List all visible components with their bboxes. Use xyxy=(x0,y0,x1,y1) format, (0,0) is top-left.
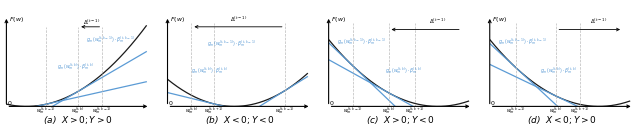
Text: $\Delta^{(t-1)}$: $\Delta^{(t-1)}$ xyxy=(591,17,607,26)
Text: (c)  $X > 0; Y < 0$: (c) $X > 0; Y < 0$ xyxy=(366,114,435,126)
Text: $\Delta^{(t-1)}$: $\Delta^{(t-1)}$ xyxy=(83,18,100,27)
Text: $w_m^{(t,k)}$: $w_m^{(t,k)}$ xyxy=(550,105,563,116)
Text: $g_m(w_m^{(t,k)})\cdot\beta_m^{(t,k)}$: $g_m(w_m^{(t,k)})\cdot\beta_m^{(t,k)}$ xyxy=(57,61,94,72)
Text: $g_m(w_m^{(t,k-1)})\cdot\beta_m^{(t,k-1)}$: $g_m(w_m^{(t,k-1)})\cdot\beta_m^{(t,k-1)… xyxy=(207,38,257,49)
Text: $w_m^{(t,k-1)}$: $w_m^{(t,k-1)}$ xyxy=(275,105,295,116)
Text: $F(w)$: $F(w)$ xyxy=(332,15,346,24)
Text: $w_m^{(t,k-1)}$: $w_m^{(t,k-1)}$ xyxy=(342,105,363,116)
Text: $g_m(w_m^{(t,k)})\cdot\beta_m^{(t,k)}$: $g_m(w_m^{(t,k)})\cdot\beta_m^{(t,k)}$ xyxy=(191,65,228,76)
Text: 0: 0 xyxy=(8,101,12,106)
Text: (b)  $X < 0; Y < 0$: (b) $X < 0; Y < 0$ xyxy=(205,114,275,126)
Text: $\Delta^{(t-1)}$: $\Delta^{(t-1)}$ xyxy=(230,15,246,24)
Text: $g_m(w_m^{(t,k-1)})\cdot\beta_m^{(t,k-1)}$: $g_m(w_m^{(t,k-1)})\cdot\beta_m^{(t,k-1)… xyxy=(498,36,547,47)
Text: (d)  $X < 0; Y > 0$: (d) $X < 0; Y > 0$ xyxy=(527,114,596,126)
Text: $\Delta^{(t-1)}$: $\Delta^{(t-1)}$ xyxy=(429,17,447,26)
Text: $w_m^{(t,k-1)}$: $w_m^{(t,k-1)}$ xyxy=(506,105,527,116)
Text: $w_m^{(t,k)}$: $w_m^{(t,k)}$ xyxy=(184,105,198,116)
Text: $F(w)$: $F(w)$ xyxy=(9,15,24,24)
Text: $w_m^{(t,k)}$: $w_m^{(t,k)}$ xyxy=(72,105,85,116)
Text: $F(w)$: $F(w)$ xyxy=(492,15,508,24)
Text: $F(w)$: $F(w)$ xyxy=(170,15,185,24)
Text: $g_m(w_m^{(t,k)})\cdot\beta_m^{(t,k)}$: $g_m(w_m^{(t,k)})\cdot\beta_m^{(t,k)}$ xyxy=(540,65,577,76)
Text: (a)  $X > 0; Y > 0$: (a) $X > 0; Y > 0$ xyxy=(44,114,113,126)
Text: 0: 0 xyxy=(491,101,495,106)
Text: $w_m^{(t,k-1)}$: $w_m^{(t,k-1)}$ xyxy=(36,105,56,116)
Text: $g_m(w_m^{(t,k-1)})\cdot\beta_m^{(t,k-1)}$: $g_m(w_m^{(t,k-1)})\cdot\beta_m^{(t,k-1)… xyxy=(86,34,135,45)
Text: $w_m^{(t,k)}$: $w_m^{(t,k)}$ xyxy=(381,105,396,116)
Text: $w_m^{(t,k+1)}$: $w_m^{(t,k+1)}$ xyxy=(570,105,590,116)
Text: $g_m(w_m^{(t,k-1)})\cdot\beta_m^{(t,k-1)}$: $g_m(w_m^{(t,k-1)})\cdot\beta_m^{(t,k-1)… xyxy=(337,36,386,47)
Text: $w_m^{(t,k-1)}$: $w_m^{(t,k-1)}$ xyxy=(92,105,113,116)
Text: 0: 0 xyxy=(169,101,173,106)
Text: $w_m^{(t,k+1)}$: $w_m^{(t,k+1)}$ xyxy=(204,105,224,116)
Text: $w_m^{(t,k+1)}$: $w_m^{(t,k+1)}$ xyxy=(405,105,425,116)
Text: $g_m(w_m^{(t,k)})\cdot\beta_m^{(t,k)}$: $g_m(w_m^{(t,k)})\cdot\beta_m^{(t,k)}$ xyxy=(385,65,422,76)
Text: 0: 0 xyxy=(330,101,334,106)
